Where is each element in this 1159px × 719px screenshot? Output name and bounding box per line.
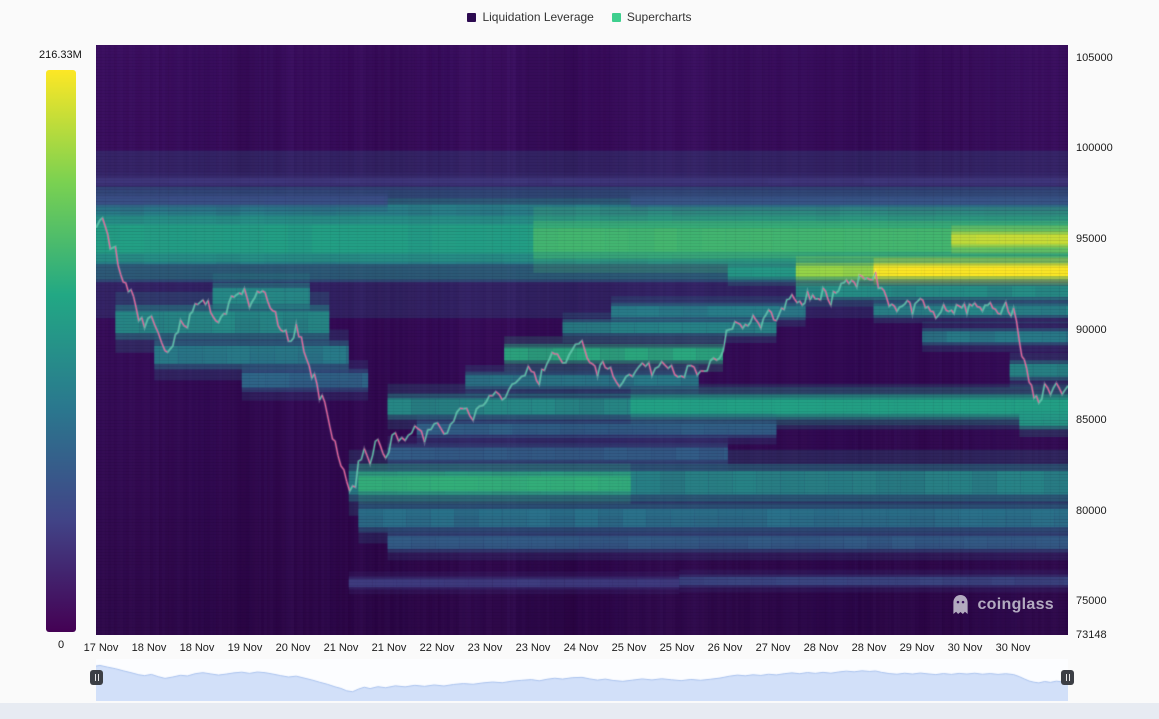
price-axis-label: 73148	[1076, 629, 1107, 641]
date-axis-label: 30 Nov	[947, 642, 983, 654]
coinglass-logo-icon	[953, 595, 969, 614]
date-axis-label: 24 Nov	[563, 642, 599, 654]
date-axis-label: 18 Nov	[131, 642, 167, 654]
legend-label-liquidation-leverage: Liquidation Leverage	[482, 10, 594, 24]
date-axis-label: 28 Nov	[803, 642, 839, 654]
date-axis-label: 23 Nov	[515, 642, 551, 654]
price-axis-label: 100000	[1076, 142, 1113, 155]
date-axis-label: 28 Nov	[851, 642, 887, 654]
legend-swatch-purple-icon	[467, 12, 477, 22]
watermark-text: coinglass	[977, 595, 1054, 613]
price-axis-label: 80000	[1076, 504, 1107, 517]
date-axis-label: 25 Nov	[659, 642, 695, 654]
date-axis-label: 22 Nov	[419, 642, 455, 654]
navigator-handle-right[interactable]	[1061, 670, 1074, 685]
legend-item-liquidation-leverage[interactable]: Liquidation Leverage	[467, 10, 594, 24]
price-axis-label: 85000	[1076, 414, 1107, 427]
legend-swatch-green-icon	[611, 12, 621, 22]
date-axis-label: 29 Nov	[899, 642, 935, 654]
pause-icon	[94, 674, 99, 681]
colorbar	[46, 70, 76, 632]
date-axis-label: 21 Nov	[323, 642, 359, 654]
pause-icon	[1065, 674, 1070, 681]
navigator-canvas[interactable]	[96, 659, 1068, 701]
date-axis-label: 25 Nov	[611, 642, 647, 654]
chart-legend: Liquidation Leverage Supercharts	[0, 10, 1159, 24]
date-axis-label: 20 Nov	[275, 642, 311, 654]
date-axis-label: 19 Nov	[227, 642, 263, 654]
colorbar-min-label: 0	[57, 639, 65, 651]
colorbar-max-label: 216.33M	[39, 49, 82, 61]
price-axis-label: 105000	[1076, 51, 1113, 64]
legend-label-supercharts: Supercharts	[626, 10, 692, 24]
date-axis-label: 26 Nov	[707, 642, 743, 654]
range-navigator[interactable]	[90, 659, 1074, 701]
date-axis-label: 17 Nov	[83, 642, 119, 654]
price-axis-label: 75000	[1076, 595, 1107, 608]
heatmap-chart[interactable]: coinglass	[96, 45, 1068, 635]
price-axis-label: 90000	[1076, 323, 1107, 336]
heatmap-canvas[interactable]	[96, 45, 1068, 635]
date-axis-label: 21 Nov	[371, 642, 407, 654]
price-axis-label: 95000	[1076, 232, 1107, 245]
price-axis: 105000 100000 95000 90000 85000 80000 75000 731…	[1072, 45, 1158, 645]
coinglass-watermark: coinglass	[951, 594, 1054, 615]
legend-item-supercharts[interactable]: Supercharts	[611, 10, 692, 24]
date-axis-label: 27 Nov	[755, 642, 791, 654]
navigator-handle-left[interactable]	[90, 670, 103, 685]
scrollbar-track[interactable]	[0, 703, 1159, 719]
date-axis: 17 Nov 18 Nov 18 Nov 19 Nov 20 Nov 21 Nov 21 N…	[84, 642, 1068, 656]
date-axis-label: 18 Nov	[179, 642, 215, 654]
date-axis-label: 23 Nov	[467, 642, 503, 654]
date-axis-label: 30 Nov	[995, 642, 1031, 654]
